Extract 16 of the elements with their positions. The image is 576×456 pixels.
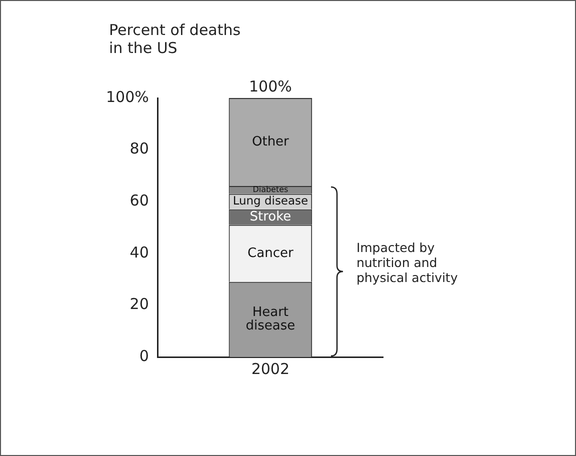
text: Impacted by nutrition and physical activity	[356, 240, 459, 285]
y-tick-label: 0	[139, 346, 149, 365]
series-label: Cancer	[248, 246, 294, 261]
y-axis-title: Percent of deaths in the US	[109, 21, 242, 57]
series-label: Other	[252, 134, 290, 150]
series-label: Lung disease	[232, 194, 308, 208]
x-tick-label: 2002	[251, 360, 290, 378]
series-label: Heart disease	[246, 304, 296, 334]
y-tick-label: 20	[130, 295, 149, 314]
series-label: Stroke	[250, 210, 292, 225]
y-tick-label: 60	[130, 191, 149, 210]
series-label: Diabetes	[252, 185, 288, 194]
y-tick-label: 40	[130, 243, 149, 262]
y-tick-label: 80	[130, 140, 149, 158]
y-tick-label: 100%	[106, 88, 149, 106]
total-label: 100%	[248, 77, 292, 96]
